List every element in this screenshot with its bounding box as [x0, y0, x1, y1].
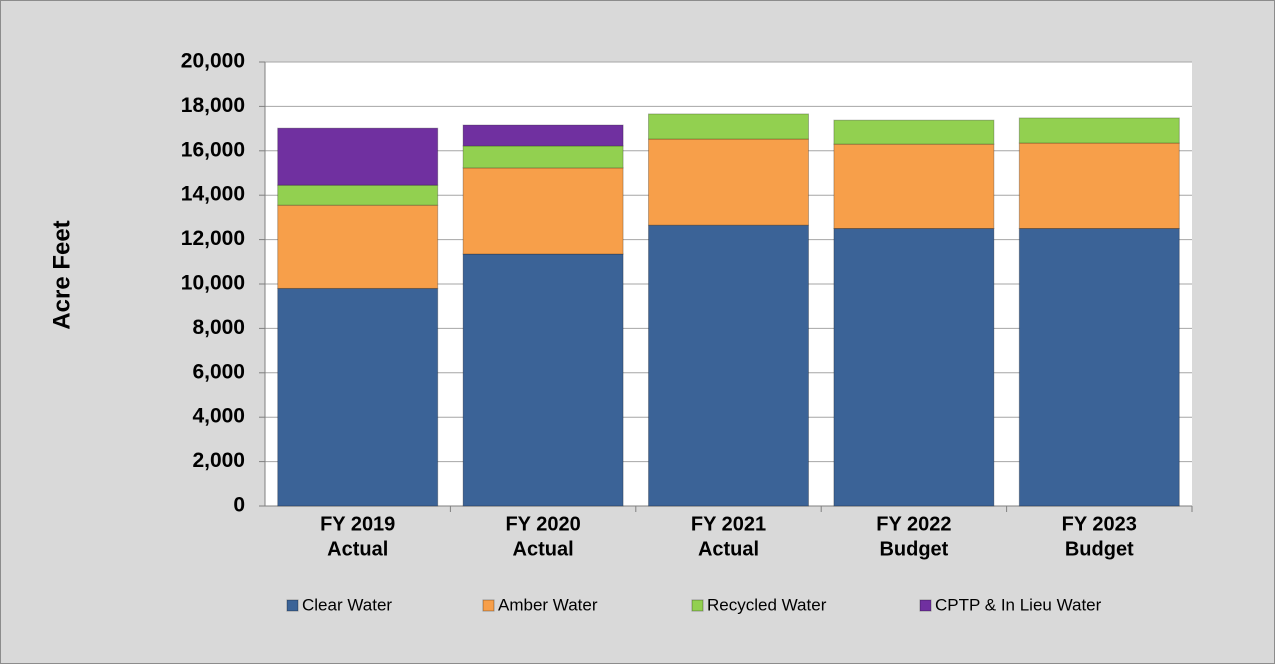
bar-segment	[833, 228, 995, 507]
bar-segment	[1018, 228, 1180, 507]
legend-label: Amber Water	[498, 595, 598, 614]
legend-marker	[691, 599, 704, 612]
x-tick-label: Budget	[879, 538, 948, 560]
legend-label: Recycled Water	[707, 595, 827, 614]
x-tick-label: FY 2021	[691, 513, 766, 535]
bar-segment	[277, 287, 439, 507]
x-tick-label: Actual	[513, 538, 574, 560]
y-axis-label: Acre Feet	[48, 220, 75, 329]
bar-segment	[648, 138, 809, 226]
x-tick-label: Actual	[327, 538, 388, 560]
bar-segment	[462, 124, 624, 147]
y-tick-label: 12,000	[181, 227, 245, 250]
legend-marker	[286, 599, 299, 612]
legend-label: CPTP & In Lieu Water	[935, 595, 1102, 614]
y-tick-label: 6,000	[192, 360, 245, 383]
x-tick-label: Actual	[698, 538, 759, 560]
y-tick-label: 14,000	[181, 183, 245, 206]
x-tick-label: FY 2023	[1062, 513, 1137, 535]
bar-segment	[462, 145, 624, 169]
x-tick-label: FY 2020	[505, 513, 580, 535]
bar-segment	[833, 143, 995, 229]
bar-segment	[1018, 142, 1180, 229]
bar-segment	[833, 119, 995, 145]
bar-segment	[277, 127, 439, 186]
x-tick-label: FY 2022	[876, 513, 951, 535]
y-tick-label: 8,000	[192, 316, 245, 339]
legend-marker	[919, 599, 932, 612]
legend-label: Clear Water	[302, 595, 392, 614]
bar-segment	[277, 204, 439, 289]
x-tick-label: Budget	[1065, 538, 1134, 560]
y-tick-label: 18,000	[181, 94, 245, 117]
y-tick-label: 0	[233, 494, 245, 517]
y-tick-label: 20,000	[181, 50, 245, 73]
legend-marker	[482, 599, 495, 612]
bar-segment	[648, 224, 809, 507]
y-tick-label: 2,000	[192, 449, 245, 472]
bar-segment	[462, 167, 624, 255]
bar-segment	[277, 184, 439, 206]
y-tick-label: 10,000	[181, 272, 245, 295]
bar-segment	[1018, 117, 1180, 144]
y-tick-label: 4,000	[192, 405, 245, 428]
bar-segment	[648, 113, 809, 140]
bar-segment	[462, 253, 624, 507]
y-tick-label: 16,000	[181, 138, 245, 161]
x-tick-label: FY 2019	[320, 513, 395, 535]
